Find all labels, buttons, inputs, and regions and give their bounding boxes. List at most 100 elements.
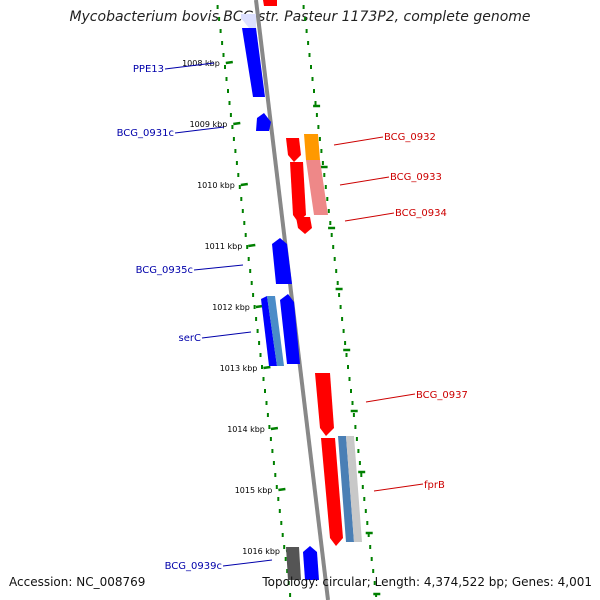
gene-label-bcg0933[interactable]: BCG_0933 — [390, 172, 442, 183]
track-dot — [274, 473, 277, 477]
track-dot — [355, 437, 358, 441]
label-leader-line — [164, 62, 215, 70]
gene-arrow-fprb-grey[interactable] — [346, 436, 362, 542]
track-dot — [277, 497, 280, 501]
gene-arrow-bcg0933[interactable] — [290, 162, 306, 222]
track-dot — [227, 89, 229, 93]
label-leader-line — [193, 264, 244, 271]
track-dot — [255, 317, 258, 321]
gene-arrow-bcg0937[interactable] — [315, 373, 334, 436]
gene-arrow-top-fragment[interactable] — [241, 14, 256, 28]
reverse-strand-genes — [241, 14, 319, 580]
gene-arrow-bcg0939c-grey[interactable] — [286, 547, 301, 580]
track-dot — [348, 377, 351, 381]
gene-arrow-serc-b[interactable] — [267, 296, 284, 366]
tick-dot-tracks — [216, 5, 378, 597]
track-dot — [268, 425, 271, 429]
gene-label-bcg0931c[interactable]: BCG_0931c — [117, 128, 174, 139]
track-dot — [330, 233, 333, 237]
gene-label-bcg0932[interactable]: BCG_0932 — [384, 132, 436, 143]
ruler-ticks: 1008 kbp 1009 kbp 1010 kbp 1011 kbp 1012 kbp… — [182, 59, 381, 596]
gene-arrow-bcg0931c[interactable] — [256, 113, 271, 131]
track-dot — [345, 353, 348, 357]
track-dot — [256, 329, 259, 333]
track-dot — [235, 161, 238, 165]
gene-arrow-serc-c[interactable] — [280, 294, 300, 364]
gene-arrow-top-red[interactable] — [263, 0, 277, 6]
track-dot — [313, 89, 315, 93]
track-dot — [241, 209, 244, 213]
track-dot — [218, 17, 221, 21]
track-dot — [318, 137, 321, 141]
label-leader-line — [373, 483, 424, 492]
track-dot — [363, 497, 366, 501]
track-dot — [329, 221, 332, 225]
track-dot — [326, 197, 329, 201]
ruler-tick — [233, 121, 241, 126]
track-dot — [231, 125, 234, 129]
track-dot — [244, 233, 247, 237]
topology-info: Topology: circular; Length: 4,374,522 bp… — [262, 575, 592, 589]
track-dot — [266, 413, 269, 417]
track-dot — [221, 41, 224, 45]
gene-arrow-bcg0933-pink[interactable] — [306, 160, 328, 215]
ruler-tick — [263, 365, 271, 370]
track-dot — [224, 65, 226, 69]
track-dot — [320, 149, 323, 153]
gene-arrow-bcg0932[interactable] — [286, 138, 301, 162]
track-dot — [253, 305, 256, 309]
gene-label-bcg0934[interactable]: BCG_0934 — [395, 208, 447, 219]
track-dot — [283, 545, 286, 549]
label-leader-line — [344, 212, 395, 222]
gene-arrow-bcg0935c[interactable] — [272, 238, 292, 284]
gene-arrow-fprb[interactable] — [321, 438, 343, 546]
gene-label-ppe13[interactable]: PPE13 — [133, 64, 164, 75]
gene-label-bcg0935c[interactable]: BCG_0935c — [136, 265, 193, 276]
forward-strand-genes — [263, 0, 362, 546]
track-dot — [261, 365, 263, 369]
kbp-tick-label: 1015 kbp — [235, 486, 273, 495]
track-dot — [333, 257, 336, 261]
track-dot — [367, 533, 370, 537]
track-dot — [259, 353, 262, 357]
track-dot — [302, 5, 305, 9]
track-dot — [369, 545, 372, 549]
track-dot — [287, 581, 290, 585]
track-dot — [229, 113, 232, 117]
track-dot — [289, 593, 292, 597]
track-dot — [327, 209, 330, 213]
gene-label-fprb[interactable]: fprB — [424, 480, 445, 491]
track-dot — [249, 269, 252, 273]
label-leader-line — [365, 393, 416, 403]
track-dot — [315, 113, 318, 117]
track-dot — [370, 557, 373, 561]
gene-arrow-bcg0939c[interactable] — [303, 546, 319, 580]
gene-arrow-bcg0932-orange[interactable] — [304, 134, 320, 160]
track-dot — [364, 509, 367, 513]
track-dot — [336, 281, 339, 285]
label-leader-line — [222, 559, 273, 567]
track-dot — [373, 581, 376, 585]
gene-label-serc[interactable]: serC — [179, 333, 201, 344]
gene-arrow-ppe13[interactable] — [242, 28, 265, 97]
gene-arrow-fprb-blue[interactable] — [338, 436, 354, 542]
track-dot — [314, 101, 317, 105]
track-dot — [350, 389, 352, 393]
map-title: Mycobacterium bovis BCG str. Pasteur 117… — [69, 9, 531, 25]
ruler-tick — [278, 487, 286, 492]
track-dot — [264, 389, 266, 393]
track-dot — [286, 569, 289, 573]
ruler-tick — [255, 304, 264, 309]
gene-arrow-bcg0934[interactable] — [296, 217, 312, 234]
kbp-tick-label: 1009 kbp — [190, 120, 228, 129]
track-dot — [252, 293, 255, 297]
track-dot — [338, 293, 341, 297]
label-leader-line — [339, 176, 390, 186]
track-dot — [228, 101, 231, 105]
track-dot — [361, 485, 364, 489]
gene-label-bcg0939c[interactable]: BCG_0939c — [165, 561, 222, 572]
gene-label-bcg0937[interactable]: BCG_0937 — [416, 390, 468, 401]
track-dot — [321, 161, 324, 165]
gene-arrow-serc-a[interactable] — [261, 296, 277, 366]
